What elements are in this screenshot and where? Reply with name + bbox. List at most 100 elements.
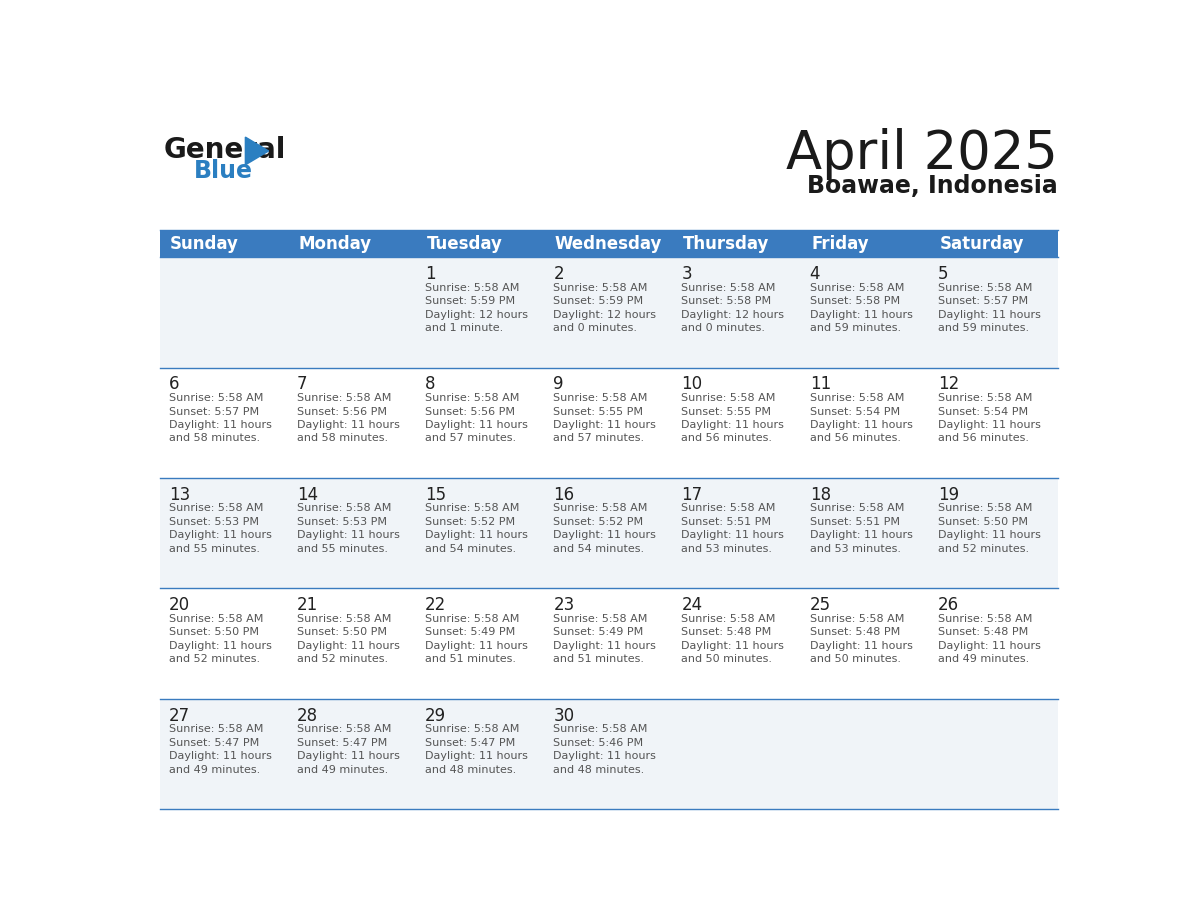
- Bar: [289, 588, 417, 699]
- Text: Sunrise: 5:58 AM: Sunrise: 5:58 AM: [682, 503, 776, 513]
- Text: Daylight: 11 hours: Daylight: 11 hours: [425, 531, 527, 541]
- Text: Sunrise: 5:58 AM: Sunrise: 5:58 AM: [297, 503, 391, 513]
- Bar: [929, 230, 1057, 257]
- Text: Daylight: 12 hours: Daylight: 12 hours: [682, 309, 784, 319]
- Text: Sunrise: 5:58 AM: Sunrise: 5:58 AM: [810, 614, 904, 624]
- Text: Daylight: 11 hours: Daylight: 11 hours: [297, 531, 399, 541]
- Text: and 53 minutes.: and 53 minutes.: [682, 543, 772, 554]
- Bar: [801, 367, 929, 478]
- Text: Sunset: 5:47 PM: Sunset: 5:47 PM: [425, 738, 516, 748]
- Text: Daylight: 11 hours: Daylight: 11 hours: [937, 309, 1041, 319]
- Text: Daylight: 11 hours: Daylight: 11 hours: [682, 641, 784, 651]
- Text: Sunset: 5:50 PM: Sunset: 5:50 PM: [169, 627, 259, 637]
- Bar: [672, 257, 801, 367]
- Text: 22: 22: [425, 596, 447, 614]
- Text: and 56 minutes.: and 56 minutes.: [682, 433, 772, 443]
- Bar: [801, 699, 929, 810]
- Text: Sunset: 5:53 PM: Sunset: 5:53 PM: [169, 517, 259, 527]
- Text: Daylight: 12 hours: Daylight: 12 hours: [554, 309, 656, 319]
- Text: 1: 1: [425, 265, 436, 283]
- Text: Sunrise: 5:58 AM: Sunrise: 5:58 AM: [810, 503, 904, 513]
- Text: and 52 minutes.: and 52 minutes.: [297, 655, 388, 665]
- Text: Sunrise: 5:58 AM: Sunrise: 5:58 AM: [682, 283, 776, 293]
- Text: Sunrise: 5:58 AM: Sunrise: 5:58 AM: [682, 614, 776, 624]
- Text: Daylight: 11 hours: Daylight: 11 hours: [425, 420, 527, 430]
- Text: Daylight: 11 hours: Daylight: 11 hours: [169, 420, 272, 430]
- Text: Sunrise: 5:58 AM: Sunrise: 5:58 AM: [425, 503, 519, 513]
- Text: Sunrise: 5:58 AM: Sunrise: 5:58 AM: [554, 283, 647, 293]
- Text: Daylight: 11 hours: Daylight: 11 hours: [810, 641, 912, 651]
- Text: Daylight: 11 hours: Daylight: 11 hours: [297, 641, 399, 651]
- Bar: [289, 257, 417, 367]
- Text: and 0 minutes.: and 0 minutes.: [554, 323, 637, 333]
- Text: Sunset: 5:48 PM: Sunset: 5:48 PM: [682, 627, 772, 637]
- Text: Daylight: 11 hours: Daylight: 11 hours: [425, 751, 527, 761]
- Bar: [160, 588, 289, 699]
- Text: 19: 19: [937, 486, 959, 504]
- Text: and 49 minutes.: and 49 minutes.: [297, 765, 388, 775]
- Text: and 50 minutes.: and 50 minutes.: [682, 655, 772, 665]
- Text: Sunrise: 5:58 AM: Sunrise: 5:58 AM: [937, 393, 1032, 403]
- Text: Sunrise: 5:58 AM: Sunrise: 5:58 AM: [937, 614, 1032, 624]
- Bar: [545, 257, 672, 367]
- Text: Sunrise: 5:58 AM: Sunrise: 5:58 AM: [297, 393, 391, 403]
- Text: Sunset: 5:55 PM: Sunset: 5:55 PM: [682, 407, 771, 417]
- Text: Daylight: 11 hours: Daylight: 11 hours: [169, 641, 272, 651]
- Text: 10: 10: [682, 375, 702, 393]
- Text: Sunset: 5:51 PM: Sunset: 5:51 PM: [810, 517, 899, 527]
- Text: Daylight: 11 hours: Daylight: 11 hours: [554, 420, 656, 430]
- Text: Sunrise: 5:58 AM: Sunrise: 5:58 AM: [810, 393, 904, 403]
- Text: 30: 30: [554, 707, 574, 724]
- Bar: [672, 367, 801, 478]
- Bar: [417, 588, 545, 699]
- Text: Daylight: 11 hours: Daylight: 11 hours: [937, 531, 1041, 541]
- Bar: [929, 367, 1057, 478]
- Bar: [160, 367, 289, 478]
- Text: 16: 16: [554, 486, 574, 504]
- Text: Daylight: 11 hours: Daylight: 11 hours: [682, 531, 784, 541]
- Text: April 2025: April 2025: [785, 128, 1057, 180]
- Text: Sunrise: 5:58 AM: Sunrise: 5:58 AM: [810, 283, 904, 293]
- Text: and 52 minutes.: and 52 minutes.: [169, 655, 260, 665]
- Text: Sunset: 5:52 PM: Sunset: 5:52 PM: [554, 517, 644, 527]
- Text: 4: 4: [810, 265, 820, 283]
- Text: Sunset: 5:50 PM: Sunset: 5:50 PM: [297, 627, 387, 637]
- Text: Sunset: 5:57 PM: Sunset: 5:57 PM: [169, 407, 259, 417]
- Text: Sunset: 5:49 PM: Sunset: 5:49 PM: [425, 627, 516, 637]
- Text: and 58 minutes.: and 58 minutes.: [169, 433, 260, 443]
- Text: Daylight: 11 hours: Daylight: 11 hours: [169, 751, 272, 761]
- Bar: [545, 699, 672, 810]
- Text: Sunset: 5:48 PM: Sunset: 5:48 PM: [810, 627, 901, 637]
- Text: Sunrise: 5:58 AM: Sunrise: 5:58 AM: [554, 503, 647, 513]
- Text: General: General: [164, 136, 286, 163]
- Text: and 56 minutes.: and 56 minutes.: [810, 433, 901, 443]
- Text: Sunrise: 5:58 AM: Sunrise: 5:58 AM: [425, 614, 519, 624]
- Text: and 58 minutes.: and 58 minutes.: [297, 433, 388, 443]
- Text: 3: 3: [682, 265, 693, 283]
- Text: Sunset: 5:47 PM: Sunset: 5:47 PM: [169, 738, 259, 748]
- Text: 8: 8: [425, 375, 436, 393]
- Bar: [417, 478, 545, 588]
- Text: Sunrise: 5:58 AM: Sunrise: 5:58 AM: [682, 393, 776, 403]
- Text: Daylight: 11 hours: Daylight: 11 hours: [554, 641, 656, 651]
- Bar: [545, 230, 672, 257]
- Bar: [160, 230, 289, 257]
- Text: 14: 14: [297, 486, 318, 504]
- Bar: [801, 257, 929, 367]
- Text: Sunrise: 5:58 AM: Sunrise: 5:58 AM: [425, 283, 519, 293]
- Text: 27: 27: [169, 707, 190, 724]
- Text: and 51 minutes.: and 51 minutes.: [554, 655, 644, 665]
- Text: Sunrise: 5:58 AM: Sunrise: 5:58 AM: [169, 393, 263, 403]
- Text: Sunrise: 5:58 AM: Sunrise: 5:58 AM: [169, 724, 263, 734]
- Text: Sunset: 5:50 PM: Sunset: 5:50 PM: [937, 517, 1028, 527]
- Text: Sunset: 5:54 PM: Sunset: 5:54 PM: [937, 407, 1028, 417]
- Text: 21: 21: [297, 596, 318, 614]
- Text: 2: 2: [554, 265, 564, 283]
- Text: and 53 minutes.: and 53 minutes.: [810, 543, 901, 554]
- Text: Sunset: 5:48 PM: Sunset: 5:48 PM: [937, 627, 1028, 637]
- Text: 23: 23: [554, 596, 575, 614]
- Text: 5: 5: [937, 265, 948, 283]
- Text: Monday: Monday: [298, 235, 372, 252]
- Text: Sunrise: 5:58 AM: Sunrise: 5:58 AM: [554, 393, 647, 403]
- Text: 26: 26: [937, 596, 959, 614]
